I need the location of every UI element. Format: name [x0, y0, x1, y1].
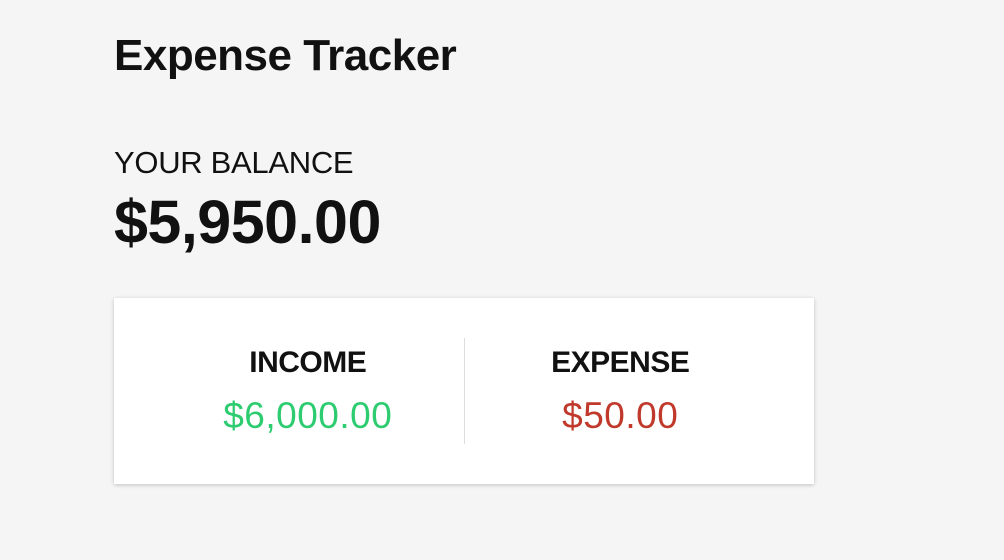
app-title: Expense Tracker [114, 31, 457, 80]
expense-section: EXPENSE $50.00 [465, 344, 815, 438]
income-amount: $6,000.00 [223, 395, 393, 436]
balance-value: $5,950.00 [114, 188, 381, 256]
summary-divider [463, 338, 465, 444]
income-expense-summary-card: INCOME $6,000.00 EXPENSE $50.00 [114, 298, 814, 484]
expense-amount: $50.00 [562, 395, 679, 436]
income-label: INCOME [249, 346, 367, 379]
income-section: INCOME $6,000.00 [114, 344, 464, 438]
expense-label: EXPENSE [551, 346, 690, 379]
balance-label: YOUR BALANCE [114, 145, 354, 180]
